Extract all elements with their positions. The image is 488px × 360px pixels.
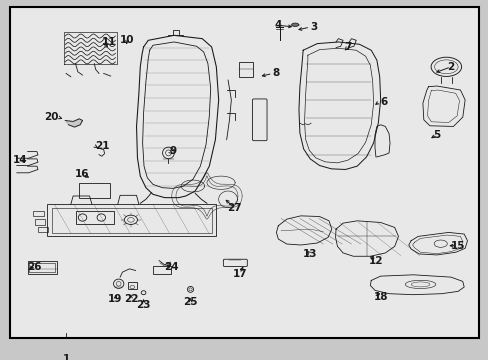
Bar <box>38 227 48 233</box>
Text: 7: 7 <box>344 42 351 52</box>
Text: 22: 22 <box>123 294 138 304</box>
Bar <box>238 62 252 77</box>
Bar <box>35 220 45 225</box>
Text: 6: 6 <box>380 96 387 107</box>
Bar <box>76 211 114 224</box>
Text: 27: 27 <box>226 203 241 212</box>
Text: 16: 16 <box>75 170 90 179</box>
Bar <box>79 183 109 198</box>
Text: 23: 23 <box>136 300 150 310</box>
Text: 13: 13 <box>303 249 317 259</box>
Bar <box>153 266 170 274</box>
Bar <box>52 208 211 233</box>
Bar <box>47 204 216 236</box>
Text: 2: 2 <box>447 62 454 72</box>
Bar <box>29 262 55 273</box>
Text: 8: 8 <box>272 68 279 78</box>
Text: 1: 1 <box>62 354 70 360</box>
Text: 24: 24 <box>164 262 179 272</box>
Text: 25: 25 <box>183 297 197 307</box>
Bar <box>33 211 43 216</box>
Ellipse shape <box>291 23 298 26</box>
Text: 4: 4 <box>274 21 282 30</box>
Polygon shape <box>65 119 82 127</box>
Text: 26: 26 <box>27 262 42 272</box>
Text: 9: 9 <box>169 146 176 156</box>
Text: 15: 15 <box>450 241 465 251</box>
Text: 17: 17 <box>232 269 246 279</box>
Bar <box>128 282 136 289</box>
Text: 11: 11 <box>101 37 116 47</box>
Bar <box>27 261 57 274</box>
Text: 21: 21 <box>95 141 109 151</box>
Text: 18: 18 <box>373 292 387 302</box>
Text: 10: 10 <box>120 35 134 45</box>
Text: 12: 12 <box>368 256 383 266</box>
Text: 3: 3 <box>309 22 317 32</box>
Text: 19: 19 <box>108 294 122 303</box>
Text: 20: 20 <box>43 112 58 122</box>
Text: 14: 14 <box>13 154 27 165</box>
Text: 5: 5 <box>432 130 440 140</box>
